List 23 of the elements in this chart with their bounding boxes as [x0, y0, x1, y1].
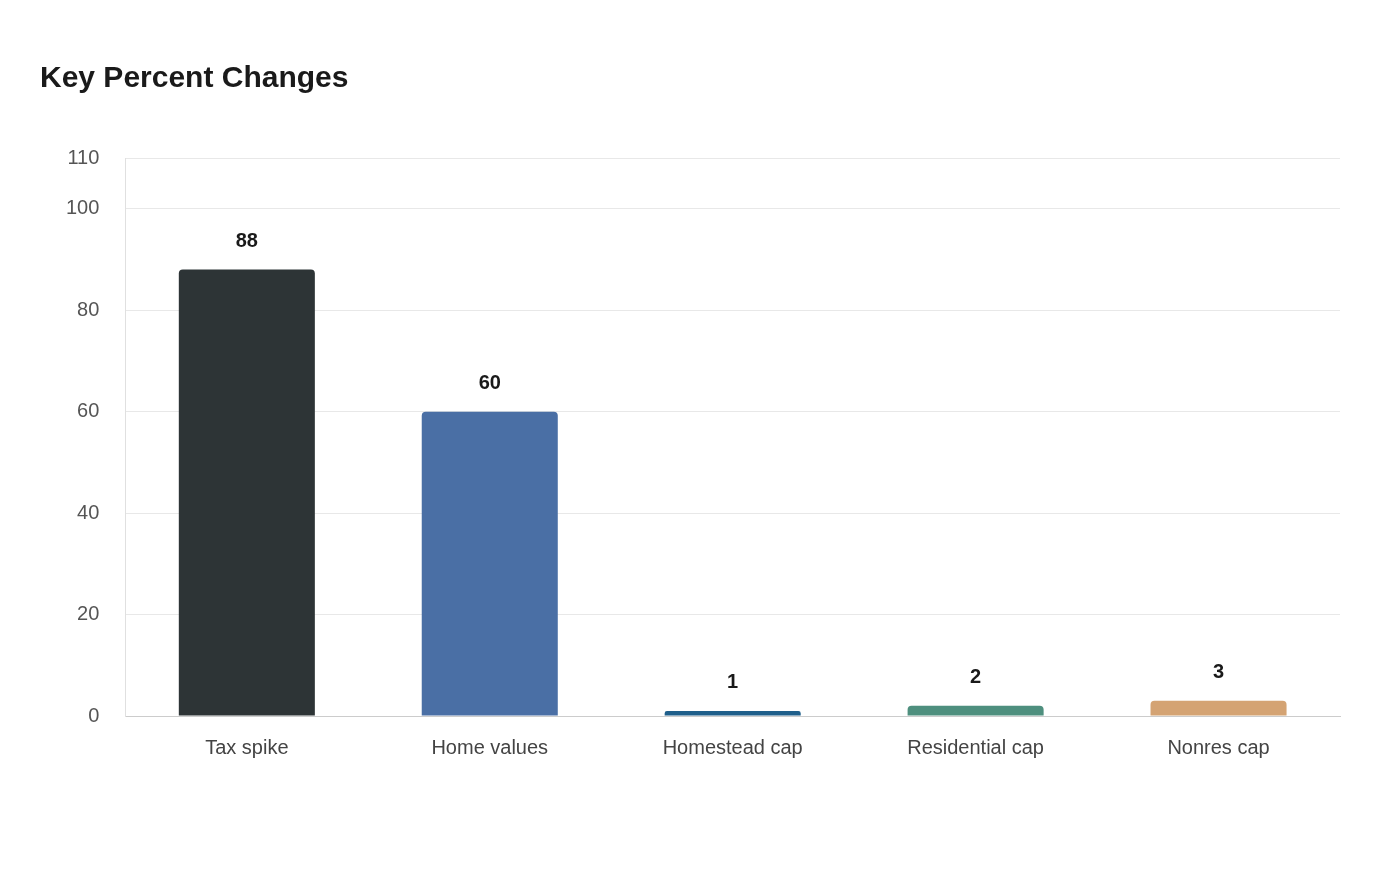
chart-title: Key Percent Changes	[40, 60, 349, 94]
y-tick-label: 80	[77, 297, 100, 320]
bar	[664, 710, 801, 716]
y-tick-label: 0	[88, 703, 100, 726]
x-tick-label: Residential cap	[907, 735, 1044, 758]
y-tick-label: 20	[77, 602, 100, 625]
data-label: 88	[235, 229, 258, 252]
x-tick-label: Home values	[431, 735, 549, 758]
y-tick-label: 40	[77, 500, 100, 523]
y-tick-label: 110	[67, 145, 100, 168]
data-label: 1	[727, 670, 739, 693]
y-tick-label: 60	[77, 399, 100, 422]
x-tick-label: Tax spike	[205, 735, 289, 758]
data-label: 3	[1212, 660, 1225, 683]
bar	[421, 411, 558, 716]
x-tick-label: Nonres cap	[1167, 735, 1270, 758]
bar	[907, 705, 1044, 716]
data-label: 60	[478, 371, 501, 394]
x-tick-label: Homestead cap	[662, 735, 803, 758]
bar	[1150, 700, 1287, 716]
data-label: 2	[970, 665, 982, 688]
bar	[178, 269, 315, 716]
y-tick-label: 100	[65, 196, 100, 219]
